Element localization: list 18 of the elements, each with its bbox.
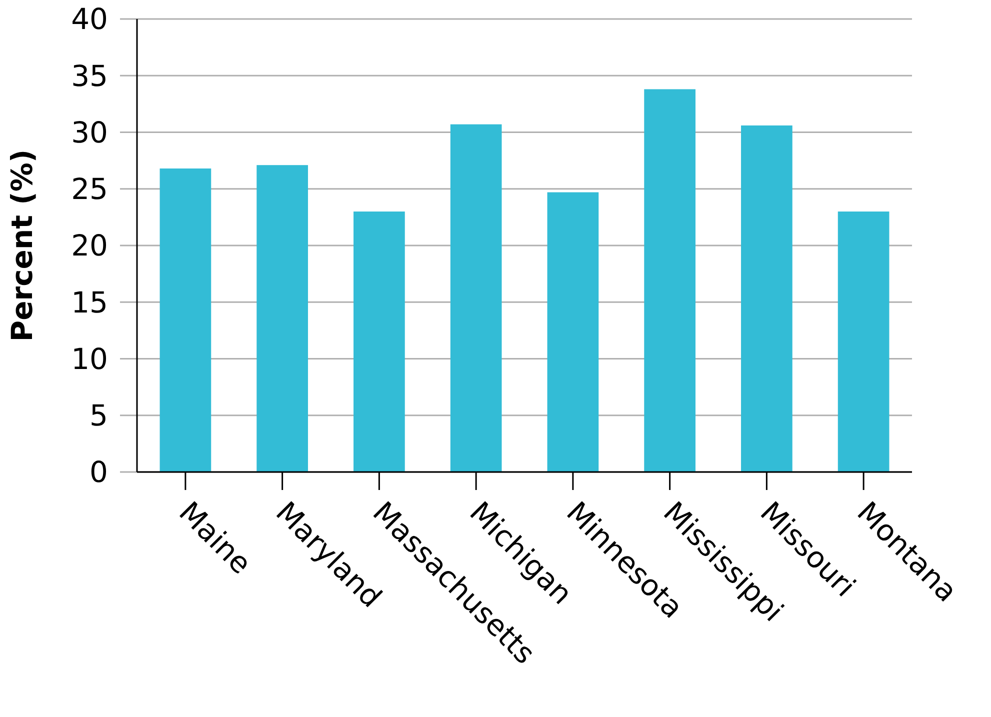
- y-tick-label: 0: [90, 455, 108, 490]
- bar: [644, 89, 696, 472]
- y-tick-label: 20: [71, 228, 108, 263]
- y-tick-label: 25: [71, 172, 108, 206]
- bar: [741, 125, 792, 472]
- y-tick-label: 35: [71, 58, 108, 93]
- y-tick-label: 15: [71, 285, 108, 320]
- y-axis-title: Percent (%): [5, 149, 39, 342]
- y-tick-label: 5: [90, 398, 108, 433]
- y-tick-label: 10: [71, 342, 108, 376]
- bar: [256, 165, 308, 472]
- bar: [160, 168, 212, 472]
- y-tick-label: 40: [71, 2, 108, 36]
- bar: [354, 212, 405, 472]
- y-tick-label: 30: [71, 115, 108, 150]
- bar: [547, 192, 599, 472]
- bar: [838, 212, 890, 472]
- bar: [450, 124, 502, 472]
